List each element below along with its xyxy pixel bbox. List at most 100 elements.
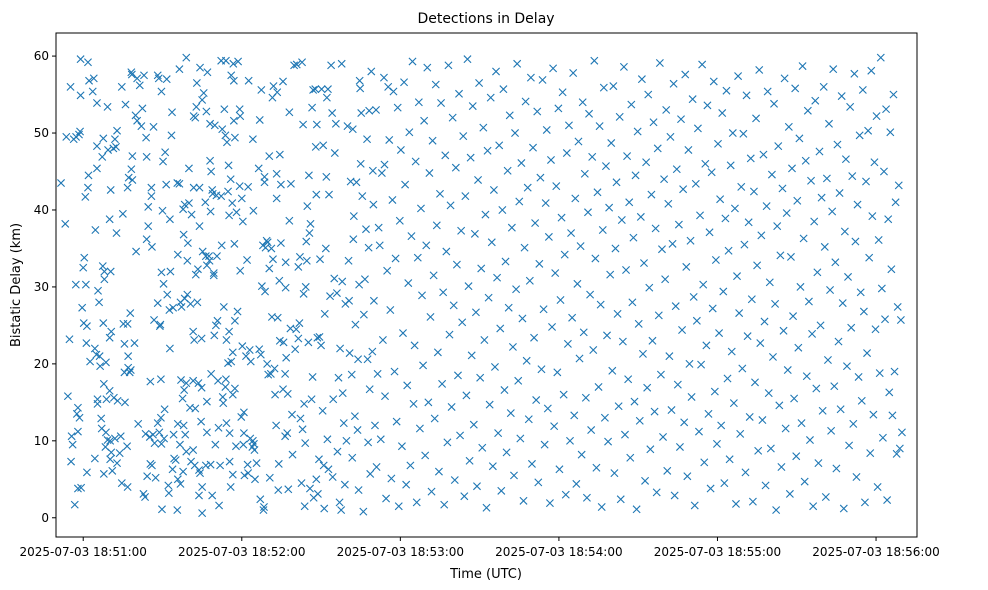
data-point <box>514 376 523 385</box>
data-point <box>382 494 391 503</box>
data-point <box>148 430 157 439</box>
data-point <box>560 250 569 259</box>
data-point <box>105 386 114 395</box>
data-point <box>95 352 104 361</box>
data-point <box>283 389 292 398</box>
data-point <box>765 278 774 287</box>
data-point <box>793 196 802 205</box>
data-point <box>197 334 206 343</box>
data-point <box>164 481 173 490</box>
data-point <box>643 383 652 392</box>
data-point <box>703 101 712 110</box>
data-point <box>377 169 386 178</box>
data-point <box>462 391 471 400</box>
data-point <box>674 220 683 229</box>
data-point <box>891 198 900 207</box>
data-point <box>312 120 321 129</box>
data-point <box>229 59 238 68</box>
data-point <box>133 74 142 83</box>
data-point <box>369 296 378 305</box>
data-point <box>370 421 379 430</box>
data-point <box>405 128 414 137</box>
data-point <box>472 482 481 491</box>
data-point <box>517 159 526 168</box>
data-point <box>725 455 734 464</box>
data-point <box>230 239 239 248</box>
data-point <box>726 161 735 170</box>
data-point <box>660 175 669 184</box>
data-point <box>334 373 343 382</box>
data-point <box>543 404 552 413</box>
data-point <box>680 418 689 427</box>
data-point <box>648 336 657 345</box>
data-point <box>366 469 375 478</box>
data-point <box>770 99 779 108</box>
data-point <box>570 411 579 420</box>
data-point <box>159 279 168 288</box>
data-point <box>118 209 127 218</box>
data-point <box>408 57 417 66</box>
data-point <box>279 338 288 347</box>
data-point <box>592 463 601 472</box>
data-point <box>312 190 321 199</box>
data-point <box>157 505 166 514</box>
data-point <box>157 87 166 96</box>
data-point <box>230 133 239 142</box>
data-point <box>788 164 796 173</box>
data-point <box>206 119 215 128</box>
data-point <box>670 491 679 500</box>
data-point <box>777 462 786 471</box>
data-point <box>99 134 108 143</box>
data-point <box>507 223 516 232</box>
data-point <box>551 269 560 278</box>
data-point <box>654 311 663 320</box>
data-point <box>825 119 833 128</box>
data-point <box>724 246 733 255</box>
data-point <box>219 399 228 408</box>
data-point <box>274 486 283 495</box>
data-point <box>763 87 772 96</box>
data-point <box>80 253 89 262</box>
data-point <box>343 122 352 131</box>
data-point <box>521 97 530 106</box>
data-point <box>160 434 169 443</box>
data-point <box>742 91 751 100</box>
data-point <box>150 439 159 448</box>
data-point <box>183 256 192 265</box>
data-point <box>214 423 223 432</box>
data-point <box>573 279 582 288</box>
data-point <box>238 217 247 226</box>
data-point <box>610 469 619 478</box>
data-point <box>93 399 102 408</box>
data-point <box>282 353 291 362</box>
data-point <box>323 85 332 94</box>
data-point <box>110 434 119 443</box>
data-point <box>290 61 299 70</box>
data-point <box>807 176 816 185</box>
data-point <box>497 486 506 495</box>
data-point <box>226 175 235 184</box>
data-point <box>97 414 106 423</box>
data-point <box>123 482 132 491</box>
data-point <box>222 336 231 345</box>
data-point <box>126 366 135 375</box>
data-point <box>189 183 198 192</box>
data-point <box>650 407 659 416</box>
data-point <box>761 481 770 490</box>
data-point <box>435 189 444 198</box>
data-point <box>153 419 162 428</box>
data-point <box>496 324 505 333</box>
data-point <box>285 216 294 225</box>
data-point <box>342 436 351 445</box>
data-point <box>539 305 548 314</box>
data-point <box>175 179 184 188</box>
data-point <box>562 149 571 158</box>
data-point <box>94 286 103 295</box>
data-point <box>189 446 198 455</box>
data-point <box>712 439 721 448</box>
data-point <box>207 167 216 176</box>
data-point <box>656 370 665 379</box>
data-point <box>354 486 363 495</box>
data-point <box>786 252 795 261</box>
